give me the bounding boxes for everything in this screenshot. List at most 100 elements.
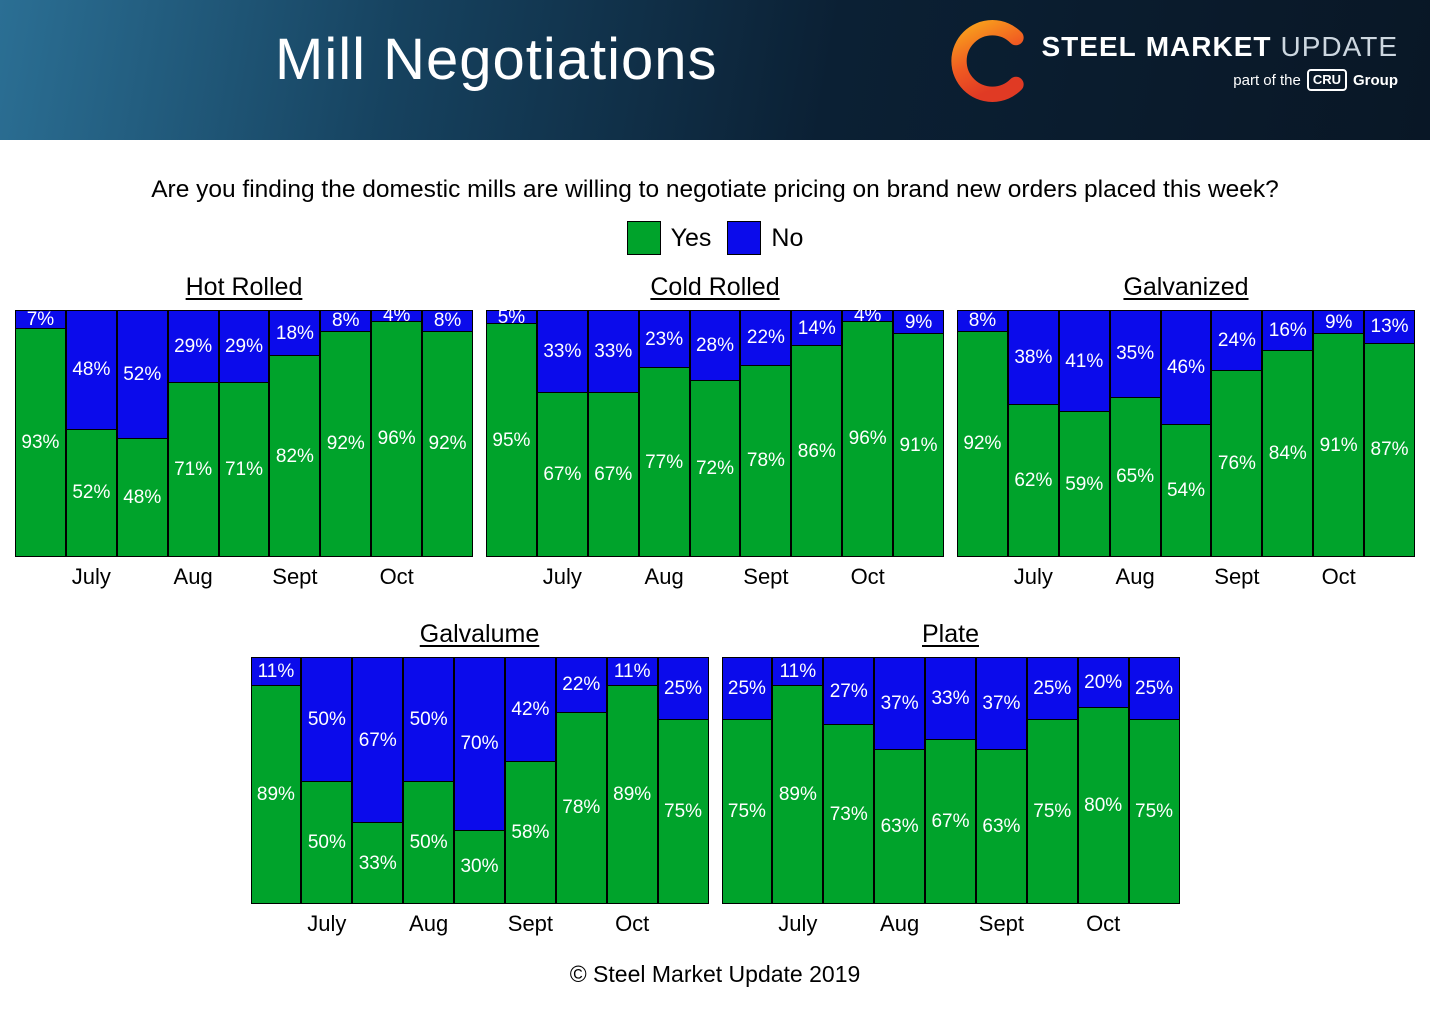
bar-segment-no: 22% (741, 311, 791, 365)
bar-segment-no: 37% (875, 658, 925, 749)
bar-segment-no: 25% (1027, 658, 1077, 720)
month-label (1161, 564, 1212, 596)
plot-area: 25% 75% 11% 89% 27% 73% 37% 63% 33% 67% 37% 63% 25% 7… (721, 657, 1180, 904)
smu-logo-tagline: part of the CRU Group (1233, 69, 1398, 91)
month-label (352, 911, 403, 943)
bar-segment-yes: 33% (353, 822, 403, 903)
plot-area: 7% 93% 48% 52% 52% 48% 29% 71% 29% 71% 18% 82% 8% 92%… (15, 307, 474, 557)
charts-row-bottom: Galvalume 11% 89% 50% 50% 67% 33% 50% 50% 70% 30%… (0, 620, 1430, 943)
chart-title: Galvalume (419, 620, 540, 648)
month-axis: July Aug Sept Oct (486, 564, 944, 596)
stacked-bar: 22% 78% (740, 310, 792, 557)
stacked-bar: 8% 92% (320, 310, 372, 557)
stacked-bar: 67% 33% (352, 657, 404, 904)
chart-galvalume: Galvalume 11% 89% 50% 50% 67% 33% 50% 50% 70% 30%… (250, 620, 709, 943)
bar-segment-yes: 78% (556, 711, 606, 903)
bar-segment-no: 4% (372, 307, 422, 325)
stacked-bar: 48% 52% (65, 310, 117, 557)
month-label: Aug (409, 911, 449, 936)
legend-item-yes: Yes (626, 221, 711, 255)
bar-segment-yes: 92% (321, 330, 371, 556)
stacked-bar: 37% 63% (874, 657, 926, 904)
bar-segment-yes: 50% (404, 780, 454, 903)
stacked-bar: 29% 71% (218, 310, 270, 557)
bar-segment-no: 41% (1059, 311, 1109, 412)
month-label (117, 564, 168, 596)
stacked-bar: 50% 50% (403, 657, 455, 904)
stacked-bar: 24% 76% (1211, 310, 1263, 557)
month-label (957, 564, 1008, 596)
bar-segment-no: 9% (1314, 311, 1364, 334)
chart-cold-rolled: Cold Rolled 5% 95% 33% 67% 33% 67% 23% 77% 28% 72… (486, 273, 945, 596)
bar-segment-no: 25% (1129, 658, 1179, 720)
month-label (1364, 564, 1415, 596)
logo-word-steel: STEEL (1041, 31, 1137, 62)
bar-segment-yes: 63% (976, 748, 1026, 903)
stacked-bar: 27% 73% (823, 657, 875, 904)
month-label: Oct (1321, 564, 1356, 589)
month-label (422, 564, 473, 596)
cru-badge: CRU (1306, 69, 1347, 91)
month-label (320, 564, 371, 596)
bar-segment-yes: 77% (639, 367, 689, 556)
stacked-bar: 9% 91% (893, 310, 945, 557)
chart-title: Cold Rolled (650, 273, 780, 301)
month-label: Oct (850, 564, 885, 589)
stacked-bar: 28% 72% (689, 310, 741, 557)
month-label (893, 564, 944, 596)
bar-segment-no: 7% (16, 310, 65, 329)
logo-word-update: UPDATE (1280, 31, 1398, 62)
month-label (454, 911, 505, 943)
month-label: Oct (615, 911, 650, 936)
survey-question: Are you finding the domestic mills are w… (151, 176, 1279, 203)
bar-segment-yes: 62% (1008, 404, 1058, 556)
bar-segment-no: 11% (773, 658, 823, 685)
bar-segment-yes: 96% (372, 320, 422, 556)
bar-segment-yes: 89% (251, 684, 301, 903)
stacked-bar: 9% 91% (1313, 310, 1365, 557)
bar-segment-yes: 89% (773, 684, 823, 903)
bar-segment-yes: 65% (1110, 396, 1160, 556)
bar-segment-yes: 91% (1314, 333, 1364, 556)
bar-segment-no: 8% (958, 311, 1007, 331)
chart-title: Hot Rolled (185, 273, 303, 301)
month-label: Aug (644, 564, 684, 589)
stacked-bar: 29% 71% (167, 310, 219, 557)
bar-segment-no: 8% (321, 311, 371, 331)
bar-segment-yes: 75% (1129, 719, 1179, 903)
bar-segment-yes: 80% (1078, 707, 1128, 903)
bar-segment-no: 11% (251, 658, 301, 685)
month-label (15, 564, 66, 596)
month-label: July (71, 564, 111, 589)
legend-label-no: No (771, 223, 804, 252)
stacked-bar: 23% 77% (638, 310, 690, 557)
bar-segment-no: 8% (423, 311, 473, 331)
month-label (823, 911, 874, 943)
bar-segment-yes: 91% (894, 333, 944, 556)
month-label (925, 911, 976, 943)
stacked-bar: 25% 75% (1128, 657, 1180, 904)
month-label: July (307, 911, 347, 936)
month-label: Sept (272, 564, 318, 589)
bar-segment-no: 33% (926, 658, 975, 739)
bar-segment-yes: 67% (588, 391, 638, 556)
bar-segment-no: 11% (607, 658, 657, 685)
bar-segment-yes: 75% (1027, 719, 1077, 903)
bar-segment-no: 4% (843, 307, 893, 325)
bar-segment-no: 33% (537, 311, 587, 392)
chart-hot-rolled: Hot Rolled 7% 93% 48% 52% 52% 48% 29% 71% 29% 71%… (15, 273, 474, 596)
stacked-bar: 70% 30% (454, 657, 505, 904)
bar-segment-yes: 58% (505, 760, 555, 903)
month-label (251, 911, 302, 943)
bar-segment-yes: 67% (537, 391, 587, 556)
stacked-bar: 33% 67% (587, 310, 639, 557)
month-axis: July Aug Sept Oct (15, 564, 473, 596)
bar-segment-yes: 71% (219, 382, 269, 556)
chart-title: Plate (922, 620, 979, 648)
month-label (791, 564, 842, 596)
bar-segment-yes: 76% (1212, 369, 1262, 556)
stacked-bar: 33% 67% (536, 310, 588, 557)
bar-segment-no: 29% (168, 311, 218, 383)
page-title: Mill Negotiations (275, 27, 718, 92)
